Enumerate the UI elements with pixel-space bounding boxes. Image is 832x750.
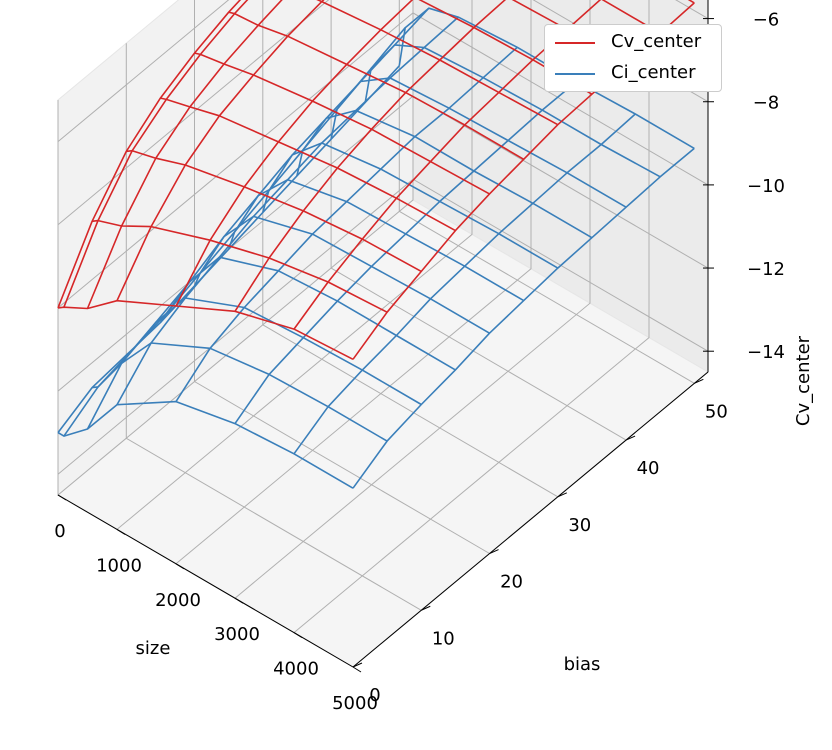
wire-col-2 — [126, 149, 422, 273]
x-tick-label-3: 3000 — [214, 624, 260, 645]
z-tick-label-0: −6 — [753, 10, 780, 31]
wire-col-3 — [159, 256, 456, 371]
y-tick-label-4: 40 — [637, 458, 660, 479]
y-tick-mark-5 — [694, 378, 704, 384]
wire-col-3 — [160, 97, 456, 232]
z-axis-label: Cv_center — [793, 335, 814, 426]
legend-label-cv: Cv_center — [611, 31, 702, 52]
grid-line-y-3 — [262, 0, 559, 498]
wire-col-1 — [92, 219, 388, 313]
wire-col-9 — [364, 44, 661, 178]
y-tick-label-2: 20 — [500, 572, 523, 593]
z-tick-label-3: −12 — [747, 259, 785, 280]
wire-col-6 — [316, 0, 559, 126]
x-tick-mark-5 — [352, 666, 362, 673]
x-tick-mark-3 — [234, 597, 244, 604]
wire-col-5 — [228, 11, 525, 160]
x-axis-label: size — [136, 638, 171, 659]
x-tick-mark-0 — [57, 494, 67, 501]
wire-col-6 — [262, 142, 559, 269]
wireframe-surfaces — [57, 0, 695, 489]
legend: Cv_center Ci_center — [544, 24, 722, 92]
wire-col-0 — [57, 299, 354, 361]
legend-label-ci: Ci_center — [611, 62, 696, 83]
y-tick-label-0: 0 — [369, 685, 380, 706]
wire-col-7 — [418, 0, 593, 95]
wire-col-4 — [193, 215, 490, 334]
x-tick-label-5: 5000 — [332, 693, 378, 714]
legend-line-ci — [555, 73, 595, 75]
grid-line-x-1 — [116, 0, 473, 530]
z-tick-label-4: −14 — [747, 342, 785, 363]
x-tick-label-0: 0 — [54, 521, 65, 542]
grid-line-y-5 — [398, 0, 695, 384]
wire-col-0 — [57, 400, 354, 489]
wire-col-1 — [92, 342, 388, 442]
y-tick-label-1: 10 — [432, 628, 455, 649]
x-tick-label-4: 4000 — [273, 659, 319, 680]
y-axis-line — [352, 371, 709, 668]
z-tick-label-1: −8 — [753, 93, 780, 114]
y-tick-mark-3 — [557, 492, 568, 498]
tick-labels: 01000200030004000500001020304050−6−8−10−… — [54, 10, 785, 714]
y-tick-mark-0 — [352, 662, 363, 668]
y-tick-mark-2 — [489, 549, 499, 554]
grid-line-y-4 — [330, 0, 627, 441]
legend-item-ci: Ci_center — [545, 60, 723, 88]
x-tick-mark-2 — [175, 563, 185, 570]
grid-line-y-1 — [125, 43, 422, 611]
grid-line-x-2 — [175, 0, 532, 565]
y-axis-label: bias — [564, 654, 601, 675]
y-tick-label-5: 50 — [705, 401, 728, 422]
x-tick-mark-1 — [116, 528, 126, 535]
wireframe-ci-center — [57, 7, 695, 489]
wire-col-7 — [296, 109, 593, 239]
z-tick-label-2: −10 — [747, 176, 785, 197]
wire-col-5 — [227, 178, 525, 302]
y-tick-label-3: 30 — [568, 515, 591, 536]
y-tick-mark-4 — [625, 435, 636, 441]
grid-line-z-0 — [57, 0, 709, 142]
wire-col-8 — [330, 77, 627, 208]
grid-line-x-0 — [57, 0, 414, 496]
x-axis-line — [57, 494, 354, 668]
x-tick-label-1: 1000 — [96, 555, 142, 576]
x-tick-label-2: 2000 — [155, 590, 201, 611]
grid-line-z-2 — [57, 12, 709, 309]
legend-line-cv — [555, 42, 595, 44]
wire-col-10 — [398, 7, 695, 150]
x-tick-mark-4 — [293, 632, 303, 639]
wire-col-4 — [194, 52, 490, 195]
grid-line-z-4 — [57, 178, 709, 475]
wire-col-2 — [125, 297, 422, 406]
y-tick-mark-1 — [421, 605, 431, 611]
legend-item-cv: Cv_center — [545, 29, 723, 57]
wireframe-cv-center — [57, 0, 695, 361]
grid-line-y-2 — [194, 0, 490, 554]
